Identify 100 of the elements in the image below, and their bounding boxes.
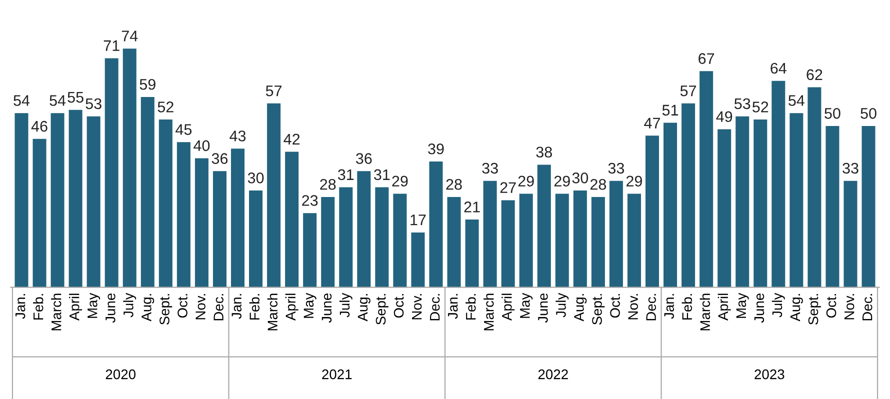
x-tick-label: March [484,294,494,330]
x-tick-label: Oct. [178,294,188,318]
x-tick-label: June [322,293,332,323]
bar [122,48,136,288]
bar [176,142,190,288]
data-label: 27 [500,182,516,193]
x-tick-label: June [754,293,764,323]
bar [32,138,46,288]
data-label: 55 [68,92,84,103]
x-tick-label: April [285,294,298,321]
x-tick-label: Nov. [412,294,422,320]
x-tick-label: July [339,292,352,318]
bar [754,120,768,288]
text: 2020 [106,369,136,380]
x-tick-label: Feb. [249,294,260,320]
x-tick-label: May [520,292,533,318]
x-tick-label: Sept. [376,294,388,325]
bar [429,161,443,288]
data-label: 28 [590,178,606,190]
text: 2021 [322,369,352,380]
bar [465,220,479,288]
x-tick-label: Sept. [808,294,821,325]
data-label: 43 [230,130,246,142]
x-tick-label: Jan. [232,294,242,319]
x-tick-label: Nov. [628,294,638,320]
x-tick-label: Aug. [790,294,803,322]
data-label: 29 [392,176,408,187]
text: 2023 [754,369,784,380]
data-label: 17 [410,214,426,226]
data-label: 50 [824,108,840,119]
bar [483,180,497,288]
data-label: 33 [608,162,624,174]
data-label: 36 [356,153,372,164]
data-label: 67 [698,53,714,64]
bar [736,116,750,288]
data-label: 29 [554,176,570,187]
data-label: 36 [212,153,228,164]
bar [411,232,425,288]
text: 2022 [538,369,568,380]
x-tick-label: Oct. [394,294,404,318]
x-tick-label: Dec. [646,294,656,320]
bar [267,103,281,288]
bar [862,126,876,288]
bar [194,158,208,288]
bar [537,164,551,288]
x-tick-label: Aug. [142,294,154,322]
x-tick-label: July [556,292,569,318]
bar [627,194,641,288]
data-label: 54 [14,95,30,106]
data-label: 40 [194,140,210,152]
bar [321,196,335,288]
bar [140,96,154,288]
bar [808,87,822,288]
x-tick-label: Feb. [33,294,44,320]
x-tick-label: June [106,293,116,323]
x-tick-label: Aug. [358,294,370,322]
bar [447,196,461,288]
bar [375,187,389,288]
bar [285,152,299,288]
x-tick-label: June [538,293,548,323]
data-label: 49 [716,111,732,122]
data-label: 71 [104,40,120,51]
bar [591,196,605,288]
data-label: 30 [248,172,264,184]
x-tick-label: Jan. [448,294,458,319]
data-label: 33 [482,162,498,174]
data-label: 33 [842,162,858,174]
x-tick-label: Sept. [160,294,172,325]
data-label: 28 [320,178,336,190]
x-tick-label: Jan. [664,294,674,319]
bar [501,200,515,288]
data-label: 54 [788,95,804,106]
bar [718,129,732,288]
x-tick-label: Nov. [844,294,854,320]
x-tick-label: Dec. [214,294,224,320]
data-label: 54 [50,95,66,106]
x-tick-label: May [88,292,100,318]
bar [393,194,407,288]
x-tick-label: Jan. [16,294,26,319]
data-label: 38 [536,146,552,158]
x-tick-label: April [502,294,515,321]
bar [664,122,678,288]
bar [68,110,82,288]
bar [86,116,100,288]
x-tick-label: March [51,294,62,330]
data-label: 52 [752,102,768,112]
x-tick-label: Dec. [862,294,872,320]
data-label: 21 [464,202,480,212]
x-tick-label: Oct. [826,294,836,318]
data-label: 29 [518,176,534,187]
bar [573,190,587,288]
bar [700,71,714,288]
bar [790,113,804,288]
bar [826,126,840,288]
bar [844,180,858,288]
x-tick-label: Oct. [610,294,620,318]
data-label: 47 [644,118,660,128]
bar [158,120,172,288]
data-label: 39 [428,143,444,154]
bar [303,213,317,288]
